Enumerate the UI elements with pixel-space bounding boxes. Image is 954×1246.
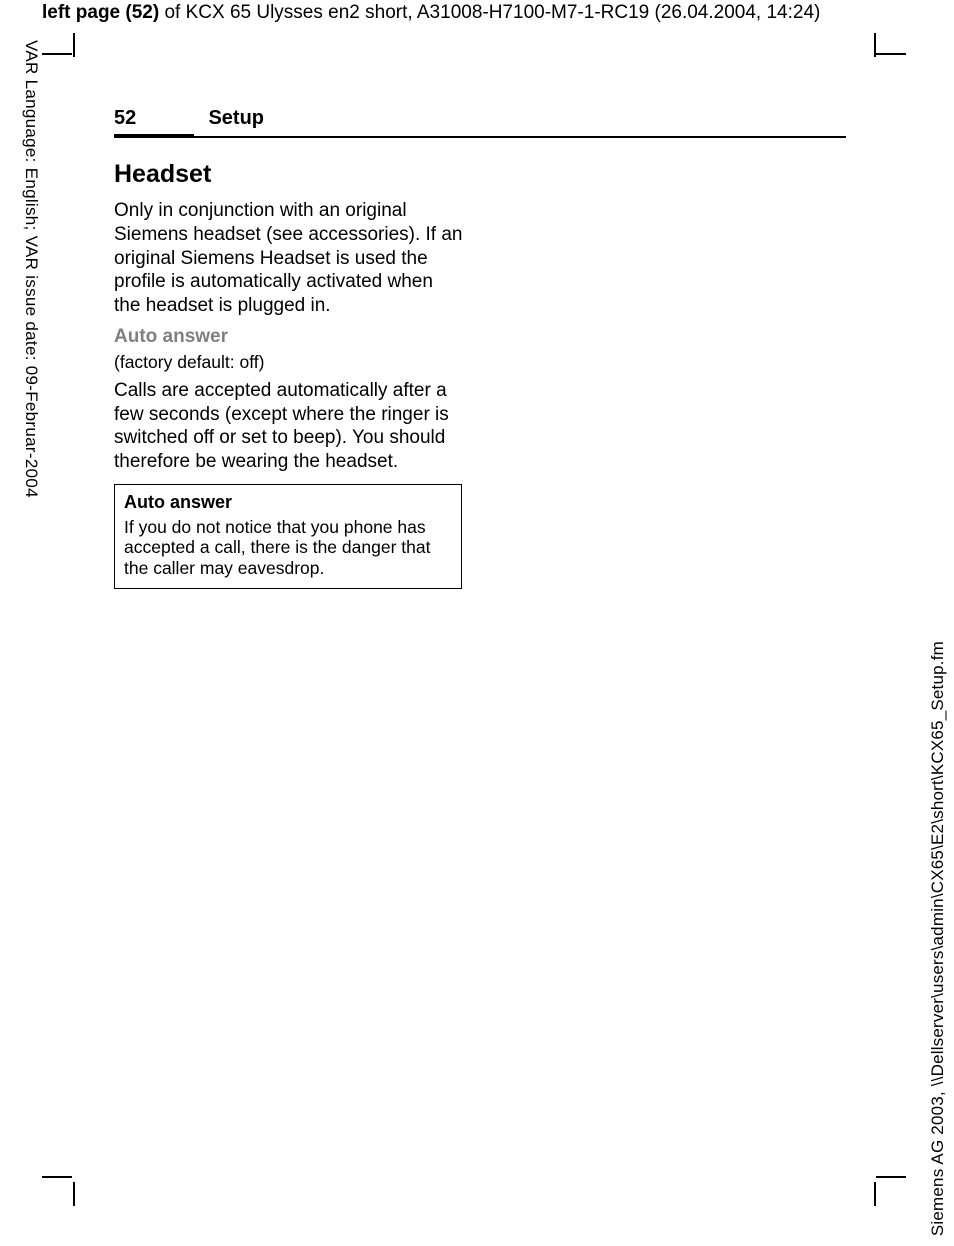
page-number: 52 <box>114 107 204 130</box>
left-margin-meta: VAR Language: English; VAR issue date: 0… <box>21 40 41 498</box>
crop-mark-icon <box>73 1182 75 1206</box>
page-content: Headset Only in conjunction with an orig… <box>114 160 464 589</box>
top-meta-rest: of KCX 65 Ulysses en2 short, A31008-H710… <box>159 2 820 23</box>
paragraph-auto-answer: Calls are accepted automatically after a… <box>114 379 464 474</box>
crop-mark-icon <box>876 53 906 55</box>
crop-mark-icon <box>42 53 72 55</box>
crop-mark-icon <box>73 33 75 57</box>
crop-mark-icon <box>874 33 876 57</box>
heading-headset: Headset <box>114 160 464 189</box>
warning-box-body: If you do not notice that you phone has … <box>124 517 452 579</box>
crop-mark-icon <box>874 1182 876 1206</box>
page-section-title: Setup <box>208 107 264 129</box>
header-rule-thin <box>114 136 846 138</box>
right-margin-meta: Siemens AG 2003, \\Dellserver\users\admi… <box>928 641 948 1236</box>
warning-box: Auto answer If you do not notice that yo… <box>114 484 462 589</box>
warning-box-title: Auto answer <box>124 492 452 513</box>
crop-mark-icon <box>876 1176 906 1178</box>
page-header: 52 Setup <box>114 107 844 130</box>
factory-default-note: (factory default: off) <box>114 352 464 373</box>
subheading-auto-answer: Auto answer <box>114 326 464 348</box>
paragraph-intro: Only in conjunction with an original Sie… <box>114 199 464 318</box>
crop-mark-icon <box>42 1176 72 1178</box>
top-meta-bold: left page (52) <box>42 2 159 23</box>
top-meta-header: left page (52) of KCX 65 Ulysses en2 sho… <box>42 2 820 24</box>
